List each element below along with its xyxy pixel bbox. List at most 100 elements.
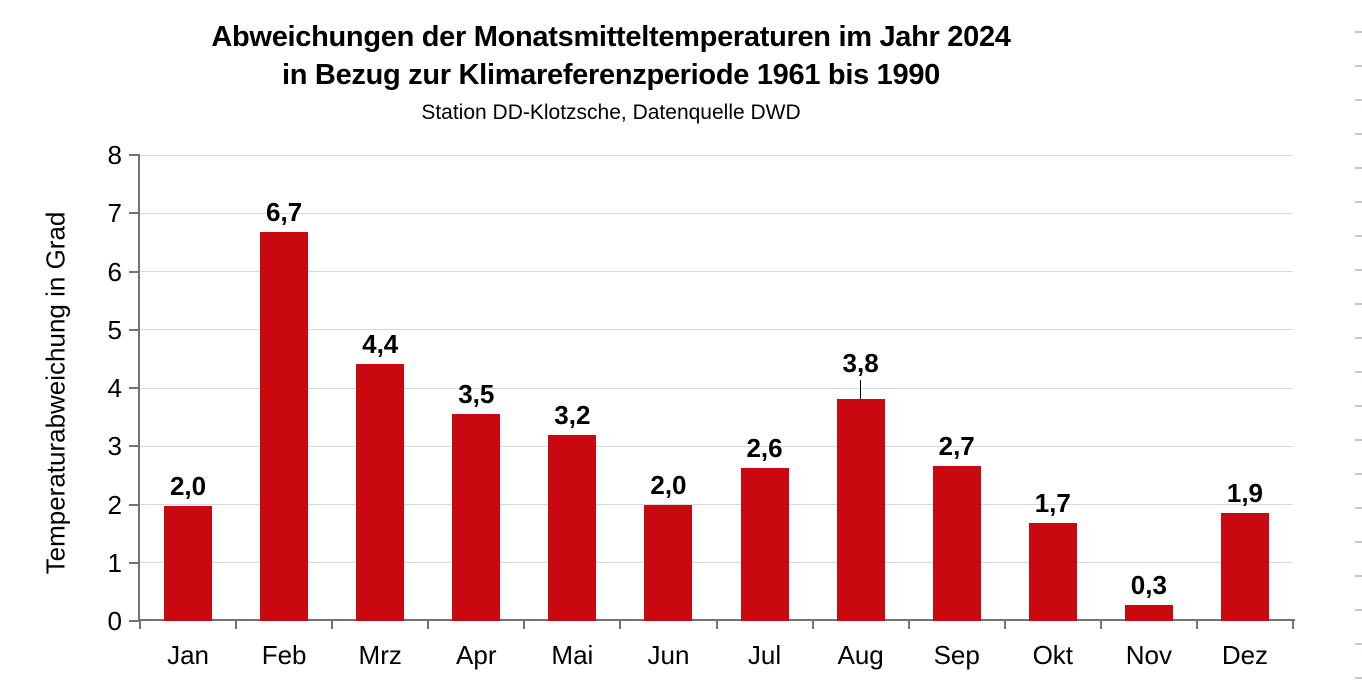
x-tick-12 bbox=[1292, 621, 1294, 629]
bar-okt bbox=[1028, 523, 1077, 621]
edge-dash bbox=[1355, 643, 1362, 645]
data-label-jul: 2,6 bbox=[746, 432, 783, 463]
data-label-feb: 6,7 bbox=[266, 196, 303, 227]
x-tick-label-aug: Aug bbox=[837, 640, 884, 670]
bar-apr bbox=[452, 414, 501, 621]
bar-mai bbox=[548, 435, 597, 621]
y-tick-label-6: 6 bbox=[107, 256, 122, 287]
x-tick-label-mai: Mai bbox=[551, 640, 594, 670]
x-tick-2 bbox=[331, 621, 334, 629]
gridline-y3 bbox=[140, 445, 1293, 447]
chart-title-line2: in Bezug zur Klimareferenzperiode 1961 b… bbox=[282, 59, 940, 91]
x-tick-label-jun: Jun bbox=[647, 640, 690, 670]
chart-subtitle: Station DD-Klotzsche, Datenquelle DWD bbox=[421, 101, 801, 124]
data-label-jan: 2,0 bbox=[169, 471, 207, 502]
y-axis-line bbox=[138, 155, 140, 621]
edge-dash bbox=[1355, 541, 1362, 543]
y-tick-label-1: 1 bbox=[107, 547, 122, 578]
y-tick-label-3: 3 bbox=[107, 431, 122, 462]
x-tick-9 bbox=[1003, 621, 1006, 629]
x-tick-label-sep: Sep bbox=[933, 640, 980, 670]
data-label-mrz: 4,4 bbox=[362, 329, 399, 360]
edge-dash bbox=[1355, 371, 1362, 373]
y-tick-6 bbox=[129, 270, 140, 273]
edge-dash bbox=[1355, 473, 1362, 475]
y-tick-8 bbox=[129, 154, 140, 156]
x-tick-1 bbox=[235, 621, 238, 629]
data-label-sep: 2,7 bbox=[938, 431, 975, 462]
bar-dez bbox=[1220, 512, 1269, 621]
bar-jun bbox=[644, 505, 693, 621]
data-label-nov: 0,3 bbox=[1130, 570, 1167, 601]
gridline-y5 bbox=[140, 329, 1293, 331]
data-label-jun: 2,0 bbox=[650, 470, 687, 501]
y-tick-label-0: 0 bbox=[107, 606, 122, 636]
x-tick-8 bbox=[907, 621, 910, 629]
edge-dash bbox=[1355, 31, 1362, 33]
chart-title-block: Abweichungen der Monatsmitteltemperature… bbox=[0, 18, 1222, 125]
edge-dash bbox=[1355, 167, 1362, 169]
gridline-y2 bbox=[140, 504, 1293, 505]
data-label-leader-aug bbox=[859, 379, 862, 399]
x-tick-label-feb: Feb bbox=[261, 640, 307, 670]
data-label-okt: 1,7 bbox=[1034, 488, 1071, 519]
edge-dash bbox=[1355, 405, 1362, 407]
bar-mrz bbox=[356, 364, 405, 621]
data-label-apr: 3,5 bbox=[458, 379, 495, 410]
y-tick-5 bbox=[129, 328, 140, 331]
edge-dash bbox=[1355, 609, 1362, 611]
x-tick-10 bbox=[1099, 621, 1102, 629]
gridline-y1 bbox=[140, 562, 1293, 564]
x-tick-label-jan: Jan bbox=[167, 640, 209, 670]
y-tick-label-7: 7 bbox=[107, 198, 122, 229]
bar-nov bbox=[1124, 605, 1173, 621]
x-tick-label-jul: Jul bbox=[747, 640, 782, 670]
plot-area: 0 1 2 3 4 5 6 7 8 2,0 Jan 6,7 Feb 4,4 Mrz 3,5 Apr 3,2 Mai 2… bbox=[108, 140, 1295, 670]
chart-title-line1: Abweichungen der Monatsmitteltemperature… bbox=[211, 21, 1011, 53]
y-tick-label-8: 8 bbox=[107, 140, 122, 170]
edge-dash bbox=[1355, 201, 1362, 203]
bar-jul bbox=[740, 467, 789, 621]
edge-dash bbox=[1355, 133, 1362, 135]
x-tick-5 bbox=[619, 621, 622, 629]
y-tick-label-5: 5 bbox=[107, 314, 122, 345]
edge-dash bbox=[1355, 269, 1362, 271]
gridline-y4 bbox=[140, 387, 1293, 389]
data-label-mai: 3,2 bbox=[554, 400, 591, 431]
x-axis-line bbox=[138, 619, 1295, 621]
bar-feb bbox=[260, 231, 309, 621]
edge-dash bbox=[1355, 439, 1362, 441]
y-tick-1 bbox=[129, 561, 140, 564]
gridline-y7 bbox=[140, 212, 1293, 214]
x-tick-label-nov: Nov bbox=[1125, 640, 1172, 670]
x-tick-6 bbox=[715, 621, 718, 629]
x-tick-4 bbox=[523, 621, 526, 629]
edge-dash bbox=[1355, 575, 1362, 577]
x-tick-3 bbox=[427, 621, 430, 629]
edge-dash bbox=[1355, 337, 1362, 339]
y-tick-0 bbox=[129, 620, 140, 622]
y-tick-7 bbox=[129, 212, 140, 215]
x-tick-label-dez: Dez bbox=[1221, 640, 1269, 670]
edge-dash bbox=[1355, 235, 1362, 237]
edge-dash bbox=[1355, 99, 1362, 101]
x-tick-label-apr: Apr bbox=[456, 640, 497, 670]
edge-dash bbox=[1355, 303, 1362, 305]
x-tick-7 bbox=[811, 621, 814, 629]
bar-sep bbox=[932, 466, 981, 621]
y-tick-label-2: 2 bbox=[107, 489, 122, 520]
y-tick-2 bbox=[129, 503, 140, 506]
x-tick-11 bbox=[1195, 621, 1198, 629]
edge-dash bbox=[1355, 677, 1362, 679]
y-tick-label-4: 4 bbox=[107, 373, 122, 403]
bar-jan bbox=[164, 506, 213, 621]
y-tick-3 bbox=[129, 445, 140, 448]
edge-dash bbox=[1355, 65, 1362, 67]
y-tick-4 bbox=[129, 387, 140, 389]
edge-dash bbox=[1355, 507, 1362, 509]
x-tick-label-mrz: Mrz bbox=[358, 640, 402, 670]
bar-aug bbox=[836, 398, 885, 621]
data-label-aug: 3,8 bbox=[842, 347, 879, 378]
x-tick-label-okt: Okt bbox=[1032, 640, 1074, 670]
